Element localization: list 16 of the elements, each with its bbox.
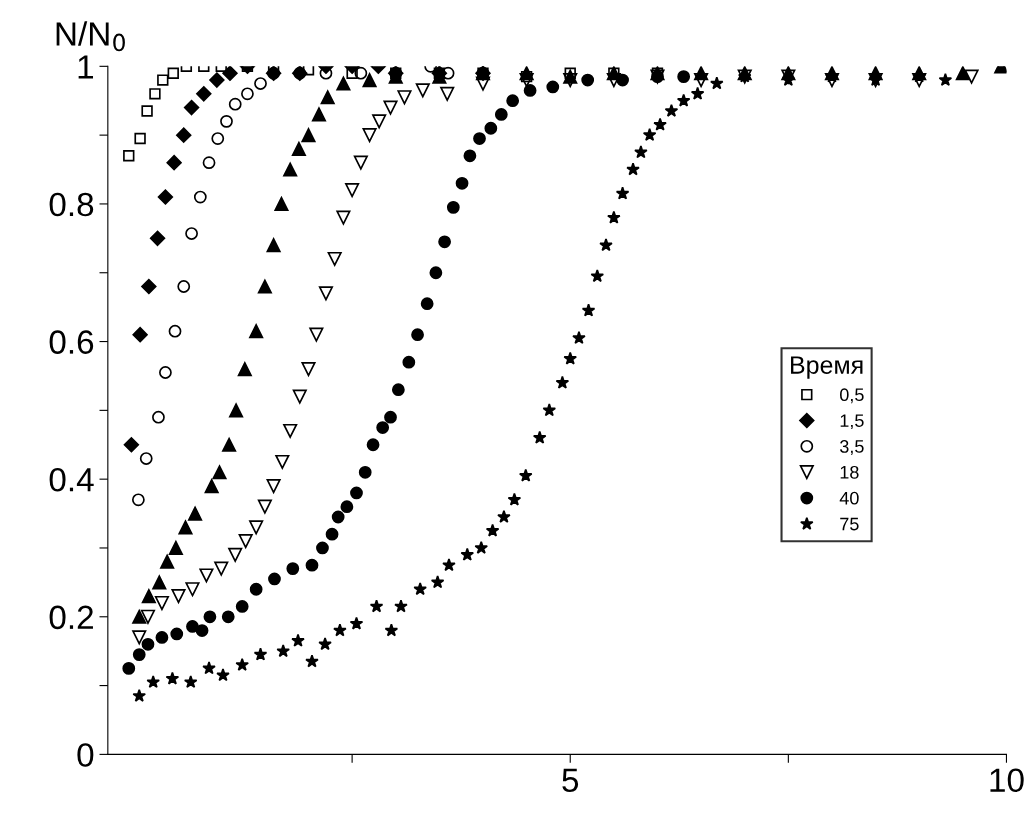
y-axis-title: N/N$_{0}$ bbox=[56, 21, 125, 52]
legend-label: 1,5 bbox=[840, 414, 864, 430]
legend-title: Время bbox=[791, 356, 863, 379]
legend-label: 3,5 bbox=[839, 440, 864, 455]
y-tick-label: 1 bbox=[78, 55, 94, 79]
y-tick-label: 0.2 bbox=[49, 605, 93, 630]
x-tick-label: 10 bbox=[990, 768, 1024, 793]
legend-label: 18 bbox=[840, 465, 859, 479]
x-tick-label: 5 bbox=[562, 768, 579, 793]
y-tick-label: 0 bbox=[77, 743, 94, 767]
legend-label: 75 bbox=[840, 517, 859, 531]
y-tick-label: 0.8 bbox=[49, 192, 94, 217]
legend-label: 0,5 bbox=[840, 388, 864, 404]
y-tick-label: 0.6 bbox=[49, 330, 94, 354]
legend-label: 40 bbox=[839, 491, 859, 505]
y-tick-label: 0.4 bbox=[49, 467, 94, 492]
